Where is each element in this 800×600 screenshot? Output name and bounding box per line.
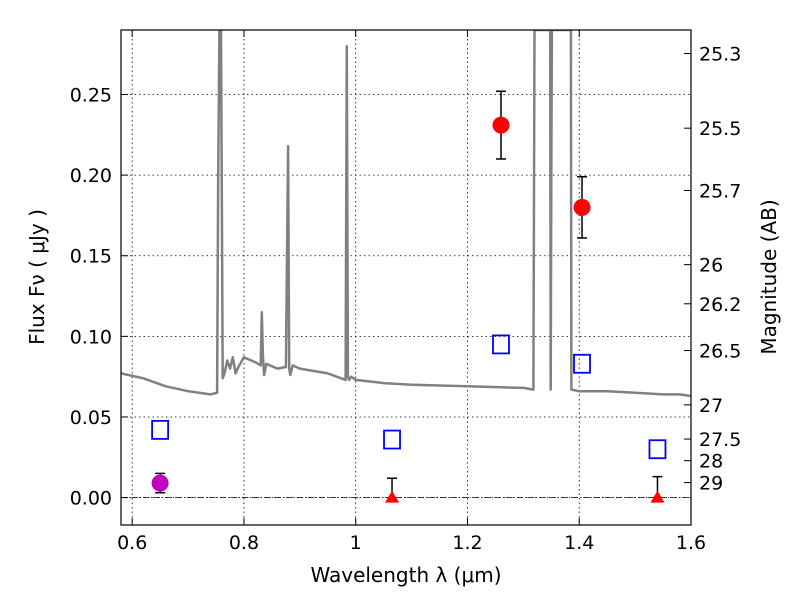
tick-labels: 0.6 0.8 1 1.2 1.4 1.6 0.00 0.05 0.10 0.15 0.20 0.25… <box>70 44 742 554</box>
model-point-square <box>648 439 667 460</box>
model-point-square <box>492 334 510 355</box>
x-tick-label: 1.4 <box>564 532 594 554</box>
y-axis-title: Flux Fν ( μJy ) <box>25 209 49 345</box>
y2-tick-label: 25.5 <box>699 118 741 140</box>
y2-tick-label: 26.5 <box>699 341 741 363</box>
y2-tick-label: 26.2 <box>699 294 741 316</box>
x-tick-label: 0.8 <box>229 532 259 554</box>
data-point-circle <box>492 116 510 134</box>
y-tick-label: 0.05 <box>70 407 112 429</box>
y2-tick-label: 27.5 <box>699 429 741 451</box>
y-tick-label: 0.00 <box>70 488 112 510</box>
model-point-square <box>573 353 591 374</box>
model-spectrum-line <box>121 30 691 398</box>
x-tick-label: 1.6 <box>676 532 706 554</box>
model-point-square <box>151 419 170 440</box>
x-axis-title: Wavelength λ (μm) <box>310 563 501 587</box>
model-spectrum <box>121 30 691 398</box>
y-tick-label: 0.25 <box>70 84 112 106</box>
data-point-circle <box>573 198 591 216</box>
data-markers <box>151 90 667 503</box>
plot-frame <box>120 29 692 526</box>
upper-limit-triangle <box>650 490 665 503</box>
y2-tick-label: 29 <box>699 473 723 495</box>
y2-tick-label: 26 <box>699 255 723 277</box>
x-tick-label: 1.2 <box>452 532 482 554</box>
model-point-square <box>383 429 401 450</box>
y-tick-label: 0.10 <box>70 326 112 348</box>
y2-axis-title: Magnitude (AB) <box>757 199 781 354</box>
y2-tick-label: 27 <box>699 395 723 417</box>
x-tick-label: 1 <box>350 532 362 554</box>
data-point-circle <box>151 474 169 492</box>
y2-tick-label: 28 <box>699 451 723 473</box>
y2-tick-label: 25.3 <box>699 44 741 66</box>
y-tick-label: 0.20 <box>70 165 112 187</box>
axis-ticks <box>121 30 692 525</box>
grid <box>121 30 691 525</box>
y-tick-label: 0.15 <box>70 246 112 268</box>
y2-tick-label: 25.7 <box>699 180 741 202</box>
upper-limit-triangle <box>385 490 400 503</box>
x-tick-label: 0.6 <box>117 532 147 554</box>
